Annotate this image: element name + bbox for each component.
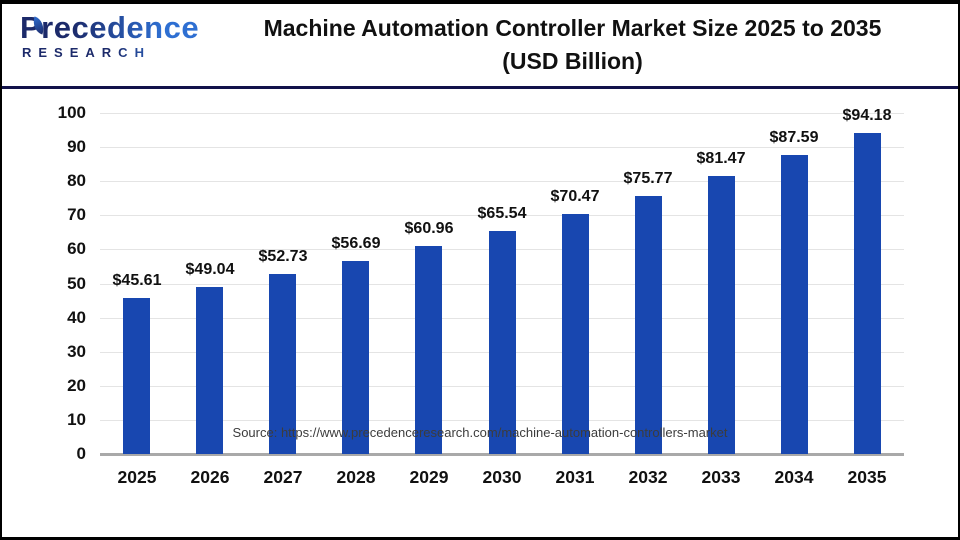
gridline bbox=[100, 181, 904, 182]
bar-2035 bbox=[854, 133, 881, 454]
precedence-research-logo: Precedence RESEARCH bbox=[18, 12, 199, 59]
y-tick-label: 0 bbox=[76, 444, 86, 463]
bar-2029 bbox=[415, 246, 442, 454]
bar-chart: 0 10 20 30 40 50 60 70 80 90 100 $45.61 2025 $49.04 20… bbox=[2, 89, 958, 537]
bar-2033 bbox=[708, 176, 735, 454]
y-tick-label: 30 bbox=[67, 342, 86, 361]
bar-value-label: $87.59 bbox=[769, 129, 819, 146]
x-tick-label: 2029 bbox=[409, 467, 449, 487]
y-tick-label: 40 bbox=[67, 308, 86, 327]
x-axis-line bbox=[100, 453, 904, 456]
gridline bbox=[100, 147, 904, 148]
bar-value-label: $52.73 bbox=[258, 248, 308, 265]
bar-2032 bbox=[635, 196, 662, 454]
x-tick-label: 2033 bbox=[701, 467, 741, 487]
bar-2027 bbox=[269, 274, 296, 454]
bar-2026 bbox=[196, 287, 223, 454]
bar-value-label: $65.54 bbox=[477, 205, 527, 222]
y-tick-label: 50 bbox=[67, 274, 86, 293]
bar-2034 bbox=[781, 155, 808, 454]
bar-value-label: $56.69 bbox=[331, 235, 381, 252]
bar-2025 bbox=[123, 298, 150, 454]
gridline bbox=[100, 113, 904, 114]
bar-value-label: $81.47 bbox=[696, 150, 746, 167]
x-tick-label: 2028 bbox=[336, 467, 376, 487]
y-tick-label: 20 bbox=[67, 376, 86, 395]
x-tick-label: 2031 bbox=[555, 467, 595, 487]
bar-value-label: $70.47 bbox=[550, 188, 600, 205]
y-tick-label: 90 bbox=[67, 137, 86, 156]
x-tick-label: 2034 bbox=[774, 467, 814, 487]
chart-title: Machine Automation Controller Market Siz… bbox=[187, 4, 958, 78]
x-tick-label: 2026 bbox=[190, 467, 230, 487]
bar-2031 bbox=[562, 214, 589, 454]
y-tick-label: 80 bbox=[67, 171, 86, 190]
bar-value-label: $75.77 bbox=[623, 170, 673, 187]
x-tick-label: 2027 bbox=[263, 467, 303, 487]
bar-value-label: $94.18 bbox=[842, 107, 892, 124]
y-tick-label: 60 bbox=[67, 239, 86, 258]
gridline bbox=[100, 215, 904, 216]
header-divider bbox=[2, 86, 958, 89]
logo-subtitle: RESEARCH bbox=[18, 46, 188, 59]
bar-value-label: $49.04 bbox=[185, 261, 235, 278]
y-tick-label: 10 bbox=[67, 410, 86, 429]
x-tick-label: 2025 bbox=[117, 467, 157, 487]
source-attribution: Source: https://www.precedenceresearch.c… bbox=[232, 425, 728, 440]
logo-wordmark: Precedence bbox=[20, 10, 200, 45]
bar-2028 bbox=[342, 261, 369, 454]
header: Precedence RESEARCH Machine Automation C… bbox=[2, 4, 958, 86]
x-tick-label: 2032 bbox=[628, 467, 668, 487]
y-tick-label: 70 bbox=[67, 205, 86, 224]
bar-value-label: $60.96 bbox=[404, 220, 454, 237]
x-tick-label: 2030 bbox=[482, 467, 522, 487]
bar-value-label: $45.61 bbox=[112, 272, 162, 289]
x-tick-label: 2035 bbox=[847, 467, 887, 487]
y-tick-label: 100 bbox=[57, 103, 86, 122]
chart-title-line1: Machine Automation Controller Market Siz… bbox=[263, 15, 882, 41]
chart-title-line2: (USD Billion) bbox=[502, 48, 643, 74]
bar-2030 bbox=[489, 231, 516, 454]
